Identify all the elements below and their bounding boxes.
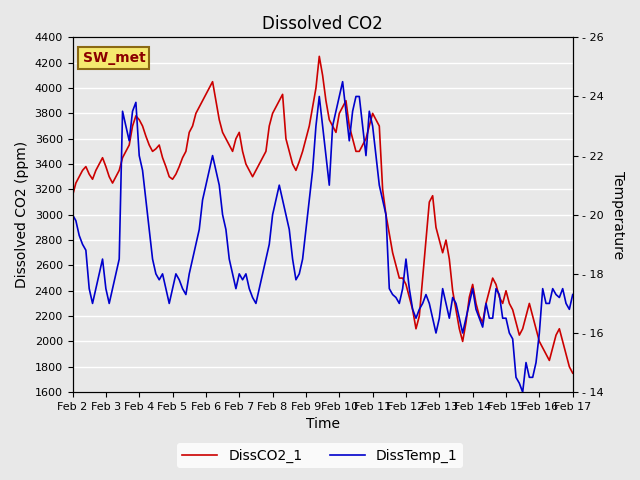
DissTemp_1 (388, 292, 396, 298)
Title: Dissolved CO2: Dissolved CO2 (262, 15, 383, 33)
DissCO2_1 (376, 123, 383, 129)
Text: SW_met: SW_met (83, 51, 145, 65)
DissCO2_1 (388, 250, 396, 256)
DissCO2_1 (422, 237, 430, 243)
DissTemp_1 (519, 389, 527, 395)
DissCO2_1 (569, 370, 577, 376)
DissTemp_1 (422, 292, 430, 298)
DissTemp_1 (566, 306, 573, 312)
DissCO2_1 (312, 85, 320, 91)
Y-axis label: Dissolved CO2 (ppm): Dissolved CO2 (ppm) (15, 141, 29, 288)
Legend: DissCO2_1, DissTemp_1: DissCO2_1, DissTemp_1 (177, 443, 463, 468)
DissTemp_1 (312, 123, 320, 129)
DissCO2_1 (316, 53, 323, 59)
DissCO2_1 (68, 193, 76, 199)
DissCO2_1 (562, 351, 570, 357)
DissCO2_1 (245, 168, 253, 173)
Line: DissCO2_1: DissCO2_1 (72, 56, 573, 373)
DissTemp_1 (569, 292, 577, 298)
DissTemp_1 (68, 212, 76, 217)
Line: DissTemp_1: DissTemp_1 (72, 82, 573, 392)
X-axis label: Time: Time (306, 418, 340, 432)
Y-axis label: Temperature: Temperature (611, 171, 625, 259)
DissTemp_1 (339, 79, 346, 84)
DissTemp_1 (376, 182, 383, 188)
DissTemp_1 (245, 286, 253, 291)
